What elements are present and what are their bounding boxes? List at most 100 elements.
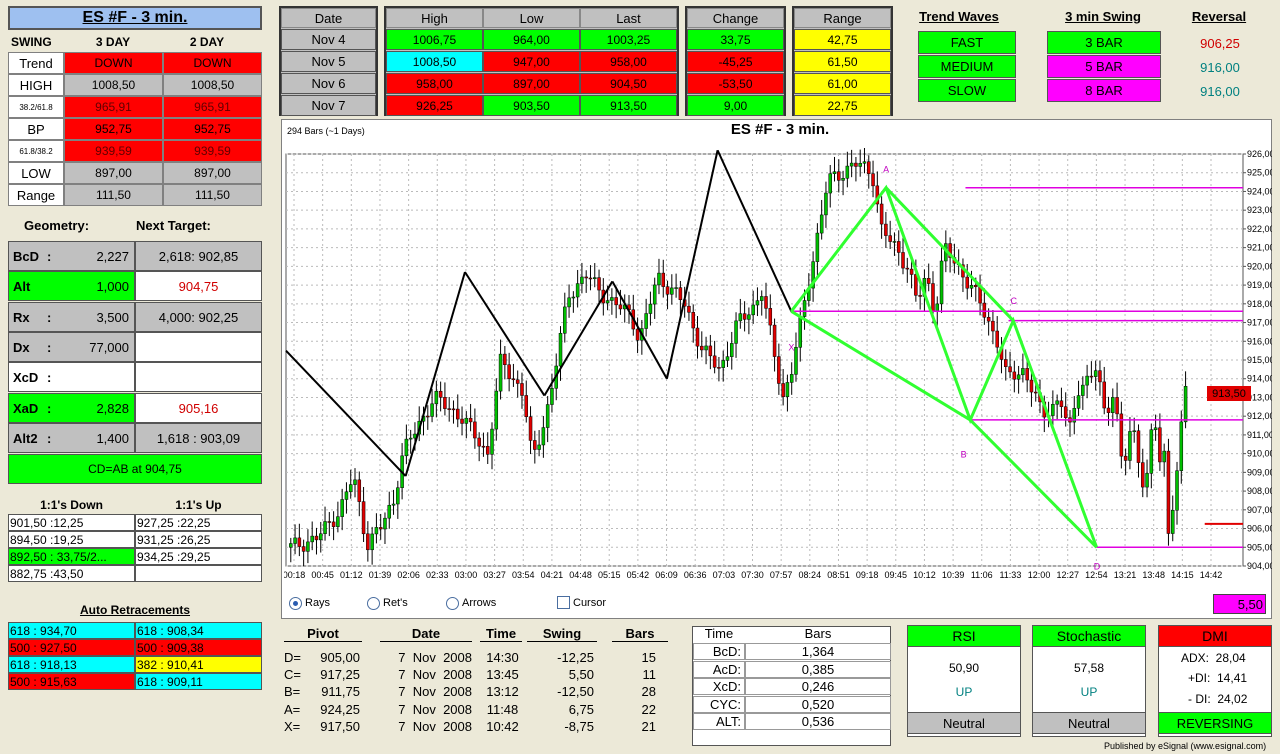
candle-body: [563, 306, 567, 334]
geometry-row-rx: Rx: 3,500: [8, 302, 135, 332]
candle-body: [1111, 397, 1115, 413]
pivot-name: A=: [284, 701, 301, 717]
geometry-row-alt: Alt 1,000: [8, 271, 135, 301]
candle-body: [515, 379, 520, 384]
candle-body: [755, 300, 760, 306]
candle-body: [931, 283, 935, 312]
x-tick-label: 07:30: [741, 570, 764, 580]
candle-body: [995, 330, 999, 348]
rays-radio[interactable]: [289, 597, 302, 610]
candle-body: [331, 521, 336, 527]
geometry-label: Dx: [13, 340, 30, 355]
y-tick-label: 908,00: [1247, 486, 1272, 496]
x-tick-label: 14:15: [1171, 570, 1194, 580]
daily-cell-last: 1003,25: [580, 29, 677, 50]
trend-wave-medium[interactable]: MEDIUM: [918, 55, 1016, 78]
daily-cell-low: 903,50: [483, 95, 580, 116]
geometry-target: 1,618 : 903,09: [135, 423, 262, 453]
candle-body: [460, 418, 464, 424]
candle-body: [306, 541, 310, 552]
pivot-date: 7 Nov 2008: [398, 701, 472, 717]
geometry-sep: :: [47, 401, 52, 416]
price-chart[interactable]: 926,00 925,00 924,00 923,00 922,00 921,00 920,…: [284, 148, 1272, 594]
candle-body: [730, 343, 734, 357]
rets-radio[interactable]: [367, 597, 380, 610]
ratio-value: 0,536: [745, 713, 891, 731]
pivot-header: Date: [380, 626, 472, 642]
candle-body: [605, 300, 610, 304]
x-tick-label: 04:48: [569, 570, 592, 580]
candle-body: [353, 479, 357, 485]
pattern-point-c: C: [1010, 296, 1017, 306]
auto-retracements-heading: Auto Retracements: [79, 603, 191, 617]
bars-count-label: 294 Bars (~1 Days): [287, 126, 365, 136]
pivot-time: 13:12: [486, 684, 519, 700]
trend-waves-heading: Trend Waves: [919, 9, 999, 24]
candle-body: [986, 317, 991, 322]
candle-body: [1106, 407, 1111, 413]
swing-2day-value: 965,91: [163, 96, 262, 118]
candle-body: [1128, 431, 1132, 461]
candle-body: [1132, 430, 1136, 433]
candle-body: [670, 287, 674, 295]
cursor-checkbox[interactable]: [557, 596, 570, 609]
candle-body: [610, 297, 614, 301]
candle-body: [408, 437, 413, 440]
x-tick-label: 03:54: [512, 570, 535, 580]
y-tick-label: 916,00: [1247, 336, 1272, 346]
daily-header-high: High: [386, 8, 483, 28]
pivot-bars: 22: [641, 701, 656, 717]
ones-down-cell: 882,75 :43,50: [8, 565, 135, 582]
reversal-heading: Reversal: [1191, 9, 1247, 24]
candle-body: [344, 491, 349, 500]
pattern-line-black: [404, 271, 466, 477]
geometry-row-alt2: Alt2: 1,400: [8, 423, 135, 453]
ones-up-cell: [135, 565, 262, 582]
ratio-value: 0,246: [745, 678, 891, 696]
candle-body: [700, 345, 704, 351]
daily-cell-chg: 33,75: [687, 29, 784, 50]
geometry-sep: :: [47, 249, 52, 264]
trend-wave-fast[interactable]: FAST: [918, 31, 1016, 54]
x-tick-label: 09:45: [885, 570, 908, 580]
candle-body: [862, 161, 867, 164]
trend-wave-slow[interactable]: SLOW: [918, 79, 1016, 102]
ratio-value: 0,520: [745, 695, 891, 713]
pattern-leg-bd: [969, 418, 1098, 549]
daily-cell-rng: 22,75: [794, 95, 891, 116]
candle-body: [507, 364, 511, 380]
candle-body: [1033, 391, 1038, 394]
candle-body: [1102, 381, 1106, 409]
y-tick-label: 912,00: [1247, 411, 1272, 421]
swing-row-label: 38.2/61.8: [8, 96, 64, 118]
stoch-title: Stochastic: [1032, 625, 1146, 647]
candle-body: [447, 408, 451, 410]
candle-body: [1076, 395, 1081, 409]
y-tick-label: 904,00: [1247, 561, 1272, 571]
y-tick-label: 924,00: [1247, 186, 1272, 196]
candle-body: [794, 347, 798, 375]
candle-body: [845, 165, 850, 179]
candle-body: [575, 283, 580, 298]
arrows-radio[interactable]: [446, 597, 459, 610]
candle-body: [858, 163, 862, 167]
candle-body: [494, 390, 499, 430]
geometry-value: 1,400: [96, 431, 129, 446]
daily-cell-high: 1006,75: [386, 29, 483, 50]
symbol-title: ES #F - 3 min.: [8, 6, 262, 30]
candle-body: [867, 161, 871, 174]
swing-bar-3[interactable]: 8 BAR: [1047, 79, 1161, 102]
x-tick-label: 01:39: [369, 570, 392, 580]
candle-body: [905, 267, 910, 270]
y-tick-label: 910,00: [1247, 449, 1272, 459]
candle-body: [1004, 359, 1008, 367]
swing-bar-2[interactable]: 5 BAR: [1047, 55, 1161, 78]
pivot-date: 7 Nov 2008: [398, 684, 472, 700]
candle-body: [571, 296, 576, 299]
y-tick-label: 906,00: [1247, 524, 1272, 534]
swing-3day-value: DOWN: [64, 52, 163, 74]
candle-body: [849, 162, 854, 167]
swing-bar-1[interactable]: 3 BAR: [1047, 31, 1161, 54]
ones-down-cell: 892,50 : 33,75/2...: [8, 548, 135, 565]
retracement-left: 500 : 927,50: [8, 639, 135, 656]
